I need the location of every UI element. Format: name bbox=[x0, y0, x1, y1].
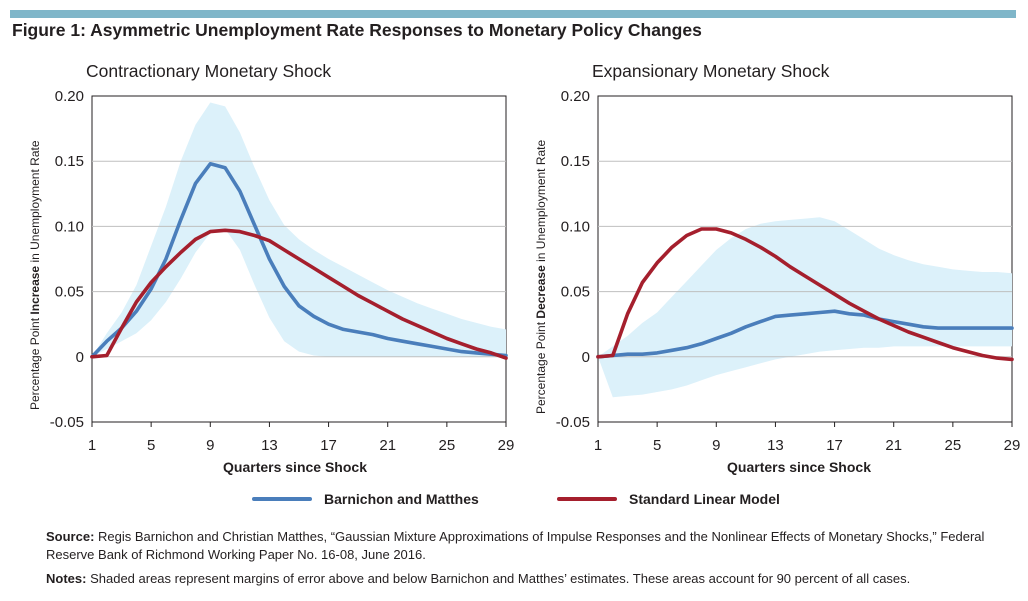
left-x-axis-label: Quarters since Shock bbox=[223, 459, 367, 475]
right-x-tick-label: 25 bbox=[945, 437, 962, 454]
left-panel-title: Contractionary Monetary Shock bbox=[86, 61, 332, 81]
left-x-tick-label: 5 bbox=[147, 437, 155, 454]
figure-title: Figure 1: Asymmetric Unemployment Rate R… bbox=[12, 20, 702, 40]
right-y-tick-label: 0.05 bbox=[561, 284, 590, 301]
legend-label-linear: Standard Linear Model bbox=[629, 491, 780, 507]
right-error-band bbox=[598, 217, 1012, 398]
left-x-tick-label: 21 bbox=[379, 437, 396, 454]
right-series-linear-line bbox=[596, 227, 1014, 362]
left-x-tick-label: 17 bbox=[320, 437, 337, 454]
legend-swatch-linear bbox=[557, 497, 617, 501]
left-y-tick-label: 0.05 bbox=[55, 284, 84, 301]
right-x-tick-label: 1 bbox=[594, 437, 602, 454]
legend-item-linear: Standard Linear Model bbox=[557, 491, 780, 507]
notes-text: Shaded areas represent margins of error … bbox=[90, 571, 911, 586]
right-y-tick-label: 0 bbox=[582, 349, 590, 366]
left-series-barnichon-line bbox=[90, 162, 508, 359]
left-y-tick-label: 0.20 bbox=[55, 88, 84, 105]
left-x-tick-label: 9 bbox=[206, 437, 214, 454]
left-error-band bbox=[92, 102, 506, 357]
right-x-tick-label: 21 bbox=[885, 437, 902, 454]
right-y-tick-label: 0.20 bbox=[561, 88, 590, 105]
notes: Notes: Shaded areas represent margins of… bbox=[46, 570, 1016, 588]
right-y-tick-label: -0.05 bbox=[556, 414, 590, 431]
legend-swatch-barnichon bbox=[252, 497, 312, 501]
left-y-tick-label: 0.15 bbox=[55, 153, 84, 170]
right-x-tick-label: 13 bbox=[767, 437, 784, 454]
right-x-tick-label: 17 bbox=[826, 437, 843, 454]
source-label: Source: bbox=[46, 529, 95, 544]
legend-label-barnichon: Barnichon and Matthes bbox=[324, 491, 479, 507]
right-plot-frame bbox=[597, 95, 1013, 423]
top-accent-bar bbox=[10, 10, 1016, 18]
right-x-tick-label: 9 bbox=[712, 437, 720, 454]
left-x-tick-label: 1 bbox=[88, 437, 96, 454]
right-y-tick-label: 0.15 bbox=[561, 153, 590, 170]
notes-label: Notes: bbox=[46, 571, 87, 586]
left-y-tick-label: 0.10 bbox=[55, 218, 84, 235]
left-y-tick-label: 0 bbox=[76, 349, 84, 366]
right-panel-title: Expansionary Monetary Shock bbox=[592, 61, 830, 81]
right-x-tick-label: 29 bbox=[1004, 437, 1021, 454]
source-note: Source: Regis Barnichon and Christian Ma… bbox=[46, 528, 1006, 564]
right-series-barnichon-line bbox=[596, 309, 1014, 359]
left-x-tick-label: 25 bbox=[439, 437, 456, 454]
right-x-axis-label: Quarters since Shock bbox=[727, 459, 871, 475]
left-plot-frame bbox=[91, 95, 507, 423]
left-x-tick-label: 13 bbox=[261, 437, 278, 454]
left-y-tick-label: -0.05 bbox=[50, 414, 84, 431]
left-x-tick-label: 29 bbox=[498, 437, 515, 454]
right-y-tick-label: 0.10 bbox=[561, 218, 590, 235]
right-x-tick-label: 5 bbox=[653, 437, 661, 454]
left-series-linear-line bbox=[90, 228, 508, 360]
source-text: Regis Barnichon and Christian Matthes, “… bbox=[46, 529, 985, 562]
legend-item-barnichon: Barnichon and Matthes bbox=[252, 491, 479, 507]
